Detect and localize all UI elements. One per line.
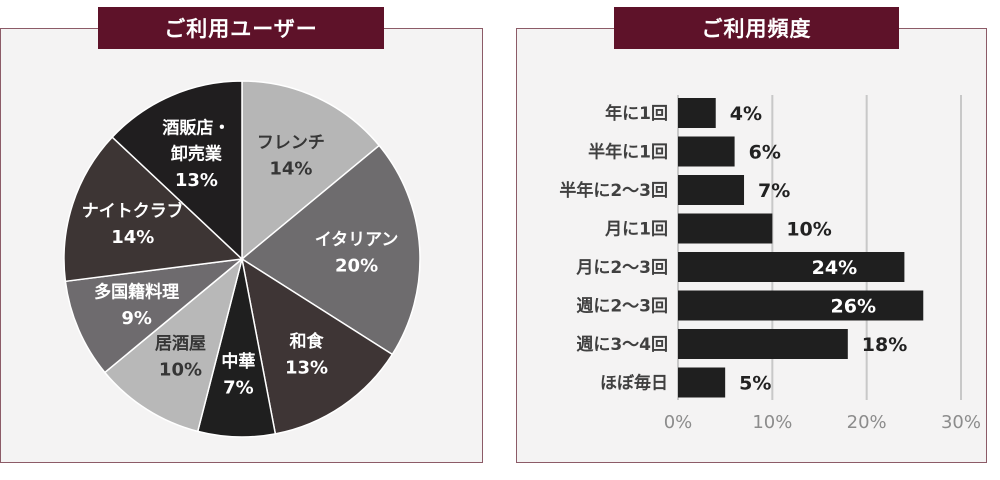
bar-value-label-1: 6% bbox=[749, 142, 781, 164]
bar-category-label-4: 月に2〜3回 bbox=[575, 258, 668, 278]
pie-slice-label-line: 居酒屋 bbox=[155, 333, 206, 354]
bar-0 bbox=[678, 98, 716, 128]
pie-slice-value-5: 9% bbox=[121, 308, 152, 329]
pie-slice-label-3: 中華 bbox=[221, 351, 255, 372]
pie-slice-label-5: 多国籍料理 bbox=[94, 282, 179, 303]
bar-value-label-6: 18% bbox=[862, 334, 907, 356]
bar-1 bbox=[678, 136, 735, 167]
pie-slice-label-line: フレンチ bbox=[257, 133, 325, 153]
pie-slice-label-1: イタリアン bbox=[315, 230, 399, 250]
pie-slice-label-6: ナイトクラブ bbox=[82, 201, 184, 222]
users-pie-chart: フレンチ 14% イタリアン 20% 和食 13% 中華 7% 居酒屋 10% 多国籍料理 9% ナイト… bbox=[63, 80, 421, 438]
bar-7 bbox=[678, 367, 726, 398]
pie-slice-label-7: 酒販店・卸売業 bbox=[162, 118, 230, 165]
pie-slice-value-0: 14% bbox=[269, 159, 312, 180]
pie-slice-0 bbox=[241, 80, 381, 261]
pie-slice-label-line: 中華 bbox=[221, 351, 255, 372]
pie-slice-2 bbox=[240, 257, 394, 435]
pie-slice-label-4: 居酒屋 bbox=[155, 333, 206, 354]
bar-2 bbox=[678, 175, 745, 205]
pie-slice-label-line: 卸売業 bbox=[171, 144, 222, 165]
pie-labels: フレンチ 14% イタリアン 20% 和食 13% 中華 7% 居酒屋 10% 多国籍料理 9% ナイト… bbox=[82, 118, 399, 399]
pie-slice-label-2: 和食 bbox=[290, 331, 325, 352]
pie-slice-1 bbox=[240, 144, 421, 356]
bar-4 bbox=[678, 252, 905, 282]
frequency-panel-title: ご利用頻度 bbox=[614, 7, 899, 49]
pie-slice-label-line: 多国籍料理 bbox=[94, 282, 179, 303]
bar-category-label-0: 年に1回 bbox=[605, 103, 668, 124]
pie-slice-value-7: 13% bbox=[175, 170, 218, 191]
frequency-bar-chart: 0% 10% 20% 30% 年に1回 4% 半年に1回 6% 半年に2〜3回 7% 月に1回 10%… bbox=[559, 95, 981, 433]
pie-slice-label-line: 酒販店・ bbox=[162, 118, 230, 139]
pie-slice-label-line: 和食 bbox=[290, 331, 325, 352]
pie-slice-6 bbox=[63, 136, 244, 283]
pie-slice-value-4: 10% bbox=[159, 359, 202, 380]
pie-slice-value-1: 20% bbox=[335, 255, 378, 276]
x-tick-label-1: 10% bbox=[752, 412, 792, 433]
bar-category-label-3: 月に1回 bbox=[604, 220, 668, 240]
bar-category-label-1: 半年に1回 bbox=[588, 142, 668, 163]
pie-slice-5 bbox=[64, 257, 245, 374]
users-chart-panel: フレンチ 14% イタリアン 20% 和食 13% 中華 7% 居酒屋 10% 多国籍料理 9% ナイト… bbox=[0, 28, 483, 463]
bar-value-label-7: 5% bbox=[739, 373, 771, 395]
bar-value-label-5: 26% bbox=[831, 296, 876, 318]
pie-slice-label-line: イタリアン bbox=[315, 230, 399, 250]
pie-slice-4 bbox=[103, 256, 244, 433]
bar-value-label-3: 10% bbox=[786, 219, 831, 241]
bar-category-label-7: ほぼ毎日 bbox=[600, 373, 668, 394]
x-tick-label-3: 30% bbox=[941, 412, 981, 433]
bar-category-label-5: 週に2〜3回 bbox=[576, 297, 668, 317]
x-tick-label-0: 0% bbox=[664, 412, 693, 433]
pie-slice-label-line: ナイトクラブ bbox=[82, 201, 184, 222]
bar-category-label-6: 週に3〜4回 bbox=[576, 335, 668, 355]
pie-slice-value-2: 13% bbox=[285, 358, 328, 379]
bar-value-label-0: 4% bbox=[730, 103, 762, 125]
pie-slice-7 bbox=[111, 80, 243, 261]
bar-value-label-4: 24% bbox=[812, 257, 857, 279]
pie-slice-value-3: 7% bbox=[223, 377, 254, 398]
bar-5 bbox=[678, 290, 924, 321]
frequency-chart-panel: 0% 10% 20% 30% 年に1回 4% 半年に1回 6% 半年に2〜3回 7% 月に1回 10%… bbox=[516, 28, 987, 463]
x-tick-label-2: 20% bbox=[847, 412, 887, 433]
users-panel-title: ご利用ユーザー bbox=[98, 7, 384, 49]
pie-slices bbox=[63, 80, 421, 438]
pie-slice-value-6: 14% bbox=[111, 227, 154, 248]
bar-plot-area: 0% 10% 20% 30% 年に1回 4% 半年に1回 6% 半年に2〜3回 7% 月に1回 10%… bbox=[559, 95, 981, 433]
bar-6 bbox=[678, 329, 848, 359]
bar-3 bbox=[678, 213, 773, 244]
bar-category-label-2: 半年に2〜3回 bbox=[559, 180, 668, 201]
bar-value-label-2: 7% bbox=[758, 180, 790, 202]
pie-slice-label-0: フレンチ bbox=[257, 133, 325, 153]
